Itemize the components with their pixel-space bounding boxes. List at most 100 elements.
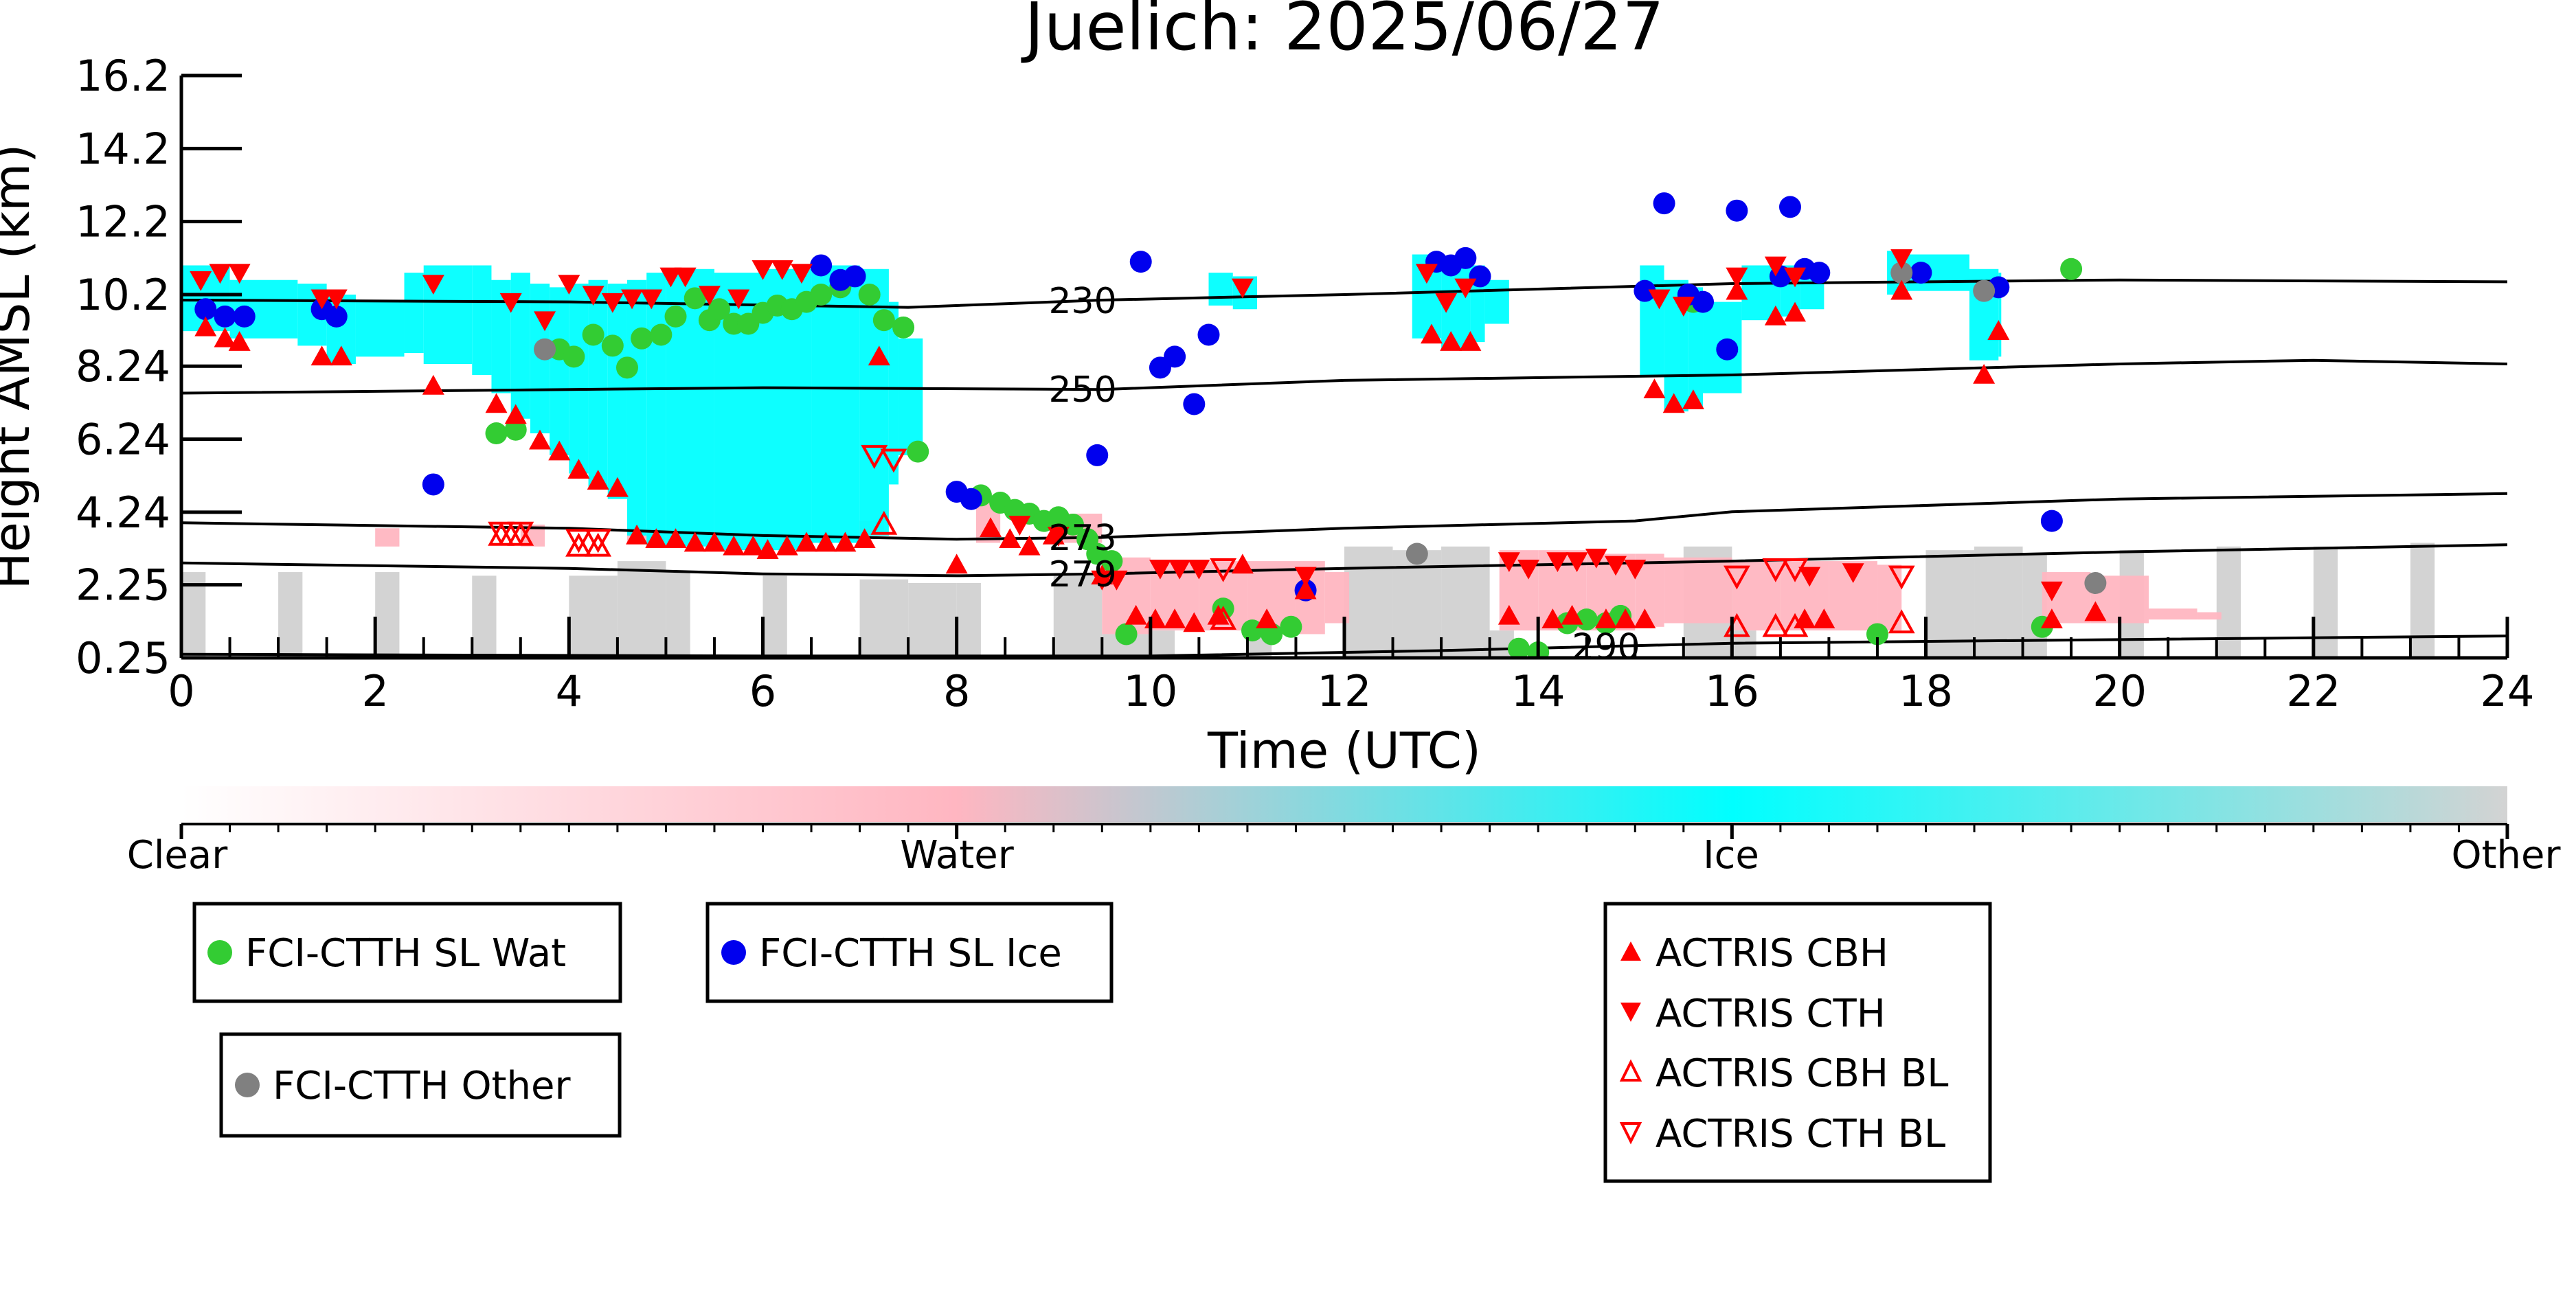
marker-actris-cbh [606,477,629,497]
marker-actris-cth-bl [565,529,592,553]
marker-fci-ctth-sl-wat [810,283,833,306]
cloud-mask-water-column [375,528,400,547]
marker-fci-ctth-sl-wat [1280,615,1302,638]
marker-actris-cbh [945,553,968,574]
chart-title: Juelich: 2025/06/27 [1021,0,1664,65]
marker-fci-ctth-sl-ice [1692,290,1715,313]
marker-actris-cbh-bl [565,532,592,557]
legend-label-actris-cbh: ACTRIS CBH [1656,931,1888,976]
legend-fci-other: FCI-CTTH Other [219,1032,622,1138]
marker-fci-ctth-sl-wat [907,440,929,463]
marker-fci-ctth-sl-wat [631,327,653,350]
marker-fci-ctth-sl-wat [892,316,915,339]
colorbar-gradient [181,786,2507,822]
marker-actris-cth [1435,293,1458,313]
cloud-mask-ice-column [1998,273,2002,357]
marker-actris-cth [1149,559,1171,580]
marker-fci-ctth-sl-ice [810,254,833,277]
isotherm-label-250: 250 [1048,369,1116,411]
marker-actris-cth [1764,256,1787,277]
marker-fci-ctth-sl-ice [214,305,236,328]
legend-marker-fci-other [235,1073,260,1097]
marker-fci-ctth-sl-ice [325,305,348,328]
marker-actris-cbh [683,532,706,552]
marker-fci-ctth-sl-wat [563,345,585,368]
cloud-mask-other-column [617,561,666,658]
marker-actris-cbh [1682,389,1704,409]
legend-fci-ice: FCI-CTTH SL Ice [705,902,1114,1003]
isotherm-line-273 [181,492,2507,541]
marker-fci-ctth-sl-wat [615,356,638,379]
legend-label-actris-cbh-bl: ACTRIS CBH BL [1656,1051,1948,1096]
marker-actris-cth [1047,527,1070,547]
marker-actris-cth [640,289,663,310]
marker-actris-cth-bl [1210,558,1237,582]
marker-actris-cth [325,289,348,310]
marker-fci-ctth-sl-wat [858,283,881,306]
marker-actris-cbh [422,374,444,395]
x-tick-label: 0 [168,666,194,716]
marker-actris-cbh [1498,604,1520,625]
marker-actris-cbh [214,327,236,347]
y-tick-label: 10.2 [76,270,170,320]
marker-fci-ctth-sl-ice [844,265,866,288]
marker-fci-ctth-sl-wat [601,334,624,357]
isotherm-label-273: 273 [1048,518,1116,559]
marker-fci-ctth-sl-ice [1778,196,1801,218]
marker-actris-cbh [567,459,590,479]
marker-actris-cth-bl [507,521,534,546]
colorbar-label-other: Other [2451,833,2561,878]
cloud-mask-ice-column [472,265,492,375]
legend-marker-fci-ice [721,940,746,965]
legend-marker-actris-cth-bl [1619,1122,1642,1145]
marker-actris-cbh [1813,608,1835,628]
isotherm-label-290: 290 [1572,626,1640,667]
marker-actris-cbh [1643,378,1666,399]
legend-label-fci-other: FCI-CTTH Other [273,1064,571,1108]
legend-marker-actris-cbh-bl [1619,1059,1642,1082]
marker-actris-cbh-bl [870,510,898,535]
x-tick-label: 8 [943,666,970,716]
marker-actris-cbh [1764,305,1787,325]
cloud-mask-other-column [666,572,690,658]
marker-actris-cbh [330,345,352,366]
marker-fci-ctth-other [1890,262,1913,284]
marker-actris-cth [1624,559,1647,580]
legend-marker-actris-cth [1620,1003,1641,1022]
cloud-mask-other [181,542,2435,658]
marker-actris-cbh [1726,279,1748,300]
marker-fci-ctth-sl-ice [233,305,256,328]
marker-actris-cth [1648,289,1671,310]
marker-actris-cbh [645,528,668,549]
marker-actris-cth [558,275,580,295]
marker-actris-cbh [1125,604,1147,625]
y-axis-label: Height AMSL (km) [0,144,41,590]
marker-fci-ctth-sl-wat [1115,623,1138,646]
legend-label-fci-wat: FCI-CTTH SL Wat [245,931,566,976]
marker-fci-ctth-sl-wat [504,418,527,441]
marker-actris-cth [1726,267,1748,288]
marker-fci-ctth-sl-ice [960,488,982,510]
marker-fci-ctth-sl-ice [422,473,444,496]
marker-fci-ctth-sl-wat [1100,550,1123,573]
cloud-mask-other-column [2313,546,2338,658]
legend-marker-actris-cbh [1620,941,1641,961]
cloud-mask-water-column [1664,557,1732,624]
marker-actris-cbh [1561,604,1583,625]
cloud-mask-other-column [1053,575,1103,658]
marker-actris-cth [698,286,721,306]
marker-actris-cth [209,264,231,284]
cloud-mask-ice-column [859,269,889,536]
marker-fci-ctth-sl-ice [1197,323,1220,346]
y-tick-label: 0.25 [76,633,170,683]
marker-fci-ctth-sl-wat [650,323,673,346]
marker-actris-cth [1294,567,1317,587]
marker-actris-cbh [723,535,745,556]
marker-fci-ctth-sl-wat [582,323,605,346]
marker-actris-cth-bl [1888,565,1915,590]
marker-actris-cbh-bl [1781,613,1809,637]
marker-actris-cbh [626,524,648,545]
axes: 0 2 4 6 8 10 12 14 16 18 20 22 24 0.252.254.246.248.… [76,51,2535,716]
colorbar-label-ice: Ice [1703,833,1759,878]
y-tick-label: 16.2 [76,51,170,101]
